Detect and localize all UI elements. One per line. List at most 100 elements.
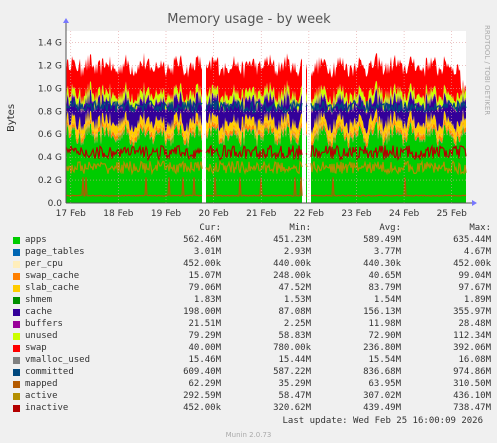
y-tick-label: 0.8 G [38, 107, 62, 117]
legend-swatch [13, 344, 20, 352]
legend-header-cur: Cur: [199, 223, 221, 233]
legend-max: 355.97M [453, 307, 491, 317]
legend-swatch [13, 272, 20, 280]
y-axis-label: Bytes [6, 104, 17, 132]
legend-row-slab-cache: slab_cache 79.06M 47.52M 83.79M 97.67M [13, 282, 491, 294]
legend-cur: 21.51M [188, 319, 221, 329]
legend-label: unused [25, 331, 58, 341]
munin-version: Munin 2.0.73 [225, 431, 272, 439]
legend-row-inactive: inactive 452.00k 320.62M 439.49M 738.47M [13, 402, 491, 414]
legend-cur: 1.83M [193, 295, 221, 305]
legend-header-max: Max: [469, 223, 491, 233]
legend-max: 392.06M [453, 343, 491, 353]
legend-cur: 15.07M [188, 271, 221, 281]
legend-avg: 440.30k [363, 259, 401, 269]
legend-row-committed: committed 609.40M 587.22M 836.68M 974.86M [13, 366, 491, 378]
legend-label: cache [25, 307, 53, 317]
x-tick-label: 21 Feb [246, 209, 277, 219]
y-tick-label: 0.2 G [38, 176, 62, 186]
legend-avg: 15.54M [368, 355, 401, 365]
legend: Cur: Min: Avg: Max: apps 562.46M 451.23M 58… [13, 222, 491, 414]
legend-swatch [13, 308, 20, 316]
legend-label: slab_cache [25, 283, 80, 293]
legend-row-unused: unused 79.29M 58.83M 72.90M 112.34M [13, 330, 491, 342]
area-slab-cache [66, 107, 466, 144]
legend-cur: 198.00M [183, 307, 221, 317]
legend-max: 635.44M [453, 235, 491, 245]
legend-max: 112.34M [453, 331, 491, 341]
legend-avg: 156.13M [363, 307, 401, 317]
line-committed [65, 98, 467, 115]
y-tick-label: 1.4 G [38, 38, 62, 48]
legend-avg: 83.79M [368, 283, 401, 293]
legend-avg: 439.49M [363, 403, 401, 413]
legend-cur: 62.29M [188, 379, 221, 389]
legend-swatch [13, 380, 20, 388]
y-tick-label: 0.6 G [38, 130, 62, 140]
legend-min: 248.00k [273, 271, 311, 281]
legend-label: mapped [25, 379, 58, 389]
legend-max: 28.48M [458, 319, 491, 329]
legend-cur: 3.01M [193, 247, 221, 257]
legend-max: 452.00k [453, 259, 491, 269]
x-tick-label: 24 Feb [389, 209, 420, 219]
legend-row-apps: apps 562.46M 451.23M 589.49M 635.44M [13, 234, 491, 246]
legend-cur: 40.00M [188, 343, 221, 353]
legend-min: 587.22M [273, 367, 311, 377]
legend-label: swap_cache [25, 271, 80, 281]
last-update: Last update: Wed Feb 25 16:00:09 2026 [282, 416, 483, 426]
legend-max: 1.89M [463, 295, 491, 305]
line-mapped [65, 177, 467, 198]
x-tick-label: 18 Feb [103, 209, 134, 219]
legend-cur: 452.00k [183, 403, 221, 413]
legend-min: 58.47M [278, 391, 311, 401]
area-swap [66, 52, 466, 106]
legend-avg: 40.65M [368, 271, 401, 281]
legend-swatch [13, 248, 20, 256]
legend-swatch [13, 260, 20, 268]
legend-swatch [13, 320, 20, 328]
legend-cur: 79.29M [188, 331, 221, 341]
legend-header-avg: Avg: [379, 223, 401, 233]
legend-row-page-tables: page_tables 3.01M 2.93M 3.77M 4.67M [13, 246, 491, 258]
y-tick-label: 1.0 G [38, 84, 62, 94]
legend-row-vmalloc-used: vmalloc_used 15.46M 15.44M 15.54M 16.08M [13, 354, 491, 366]
legend-label: per_cpu [25, 259, 63, 269]
legend-swatch [13, 392, 20, 400]
legend-header: Cur: Min: Avg: Max: [13, 222, 491, 234]
legend-min: 2.25M [283, 319, 311, 329]
y-axis-arrow [63, 18, 69, 23]
legend-cur: 452.00k [183, 259, 221, 269]
legend-max: 738.47M [453, 403, 491, 413]
legend-row-mapped: mapped 62.29M 35.29M 63.95M 310.50M [13, 378, 491, 390]
legend-min: 780.00k [273, 343, 311, 353]
legend-avg: 3.77M [373, 247, 401, 257]
legend-min: 1.53M [283, 295, 311, 305]
legend-label: vmalloc_used [25, 355, 91, 365]
y-tick-label: 1.2 G [38, 61, 62, 71]
legend-max: 436.10M [453, 391, 491, 401]
legend-avg: 11.98M [368, 319, 401, 329]
legend-max: 99.04M [458, 271, 491, 281]
legend-cur: 15.46M [188, 355, 221, 365]
legend-label: committed [25, 367, 74, 377]
legend-min: 35.29M [278, 379, 311, 389]
legend-label: shmem [25, 295, 53, 305]
area-swap-cache [66, 116, 466, 149]
x-axis-arrow [472, 200, 477, 206]
x-tick-label: 25 Feb [437, 209, 468, 219]
legend-label: buffers [25, 319, 63, 329]
legend-cur: 562.46M [183, 235, 221, 245]
legend-label: swap [25, 343, 47, 353]
legend-min: 47.52M [278, 283, 311, 293]
legend-header-min: Min: [289, 223, 311, 233]
legend-row-swap-cache: swap_cache 15.07M 248.00k 40.65M 99.04M [13, 270, 491, 282]
legend-cur: 292.59M [183, 391, 221, 401]
legend-row-buffers: buffers 21.51M 2.25M 11.98M 28.48M [13, 318, 491, 330]
legend-avg: 1.54M [373, 295, 401, 305]
legend-avg: 236.80M [363, 343, 401, 353]
x-tick-label: 22 Feb [294, 209, 325, 219]
x-tick-label: 23 Feb [341, 209, 372, 219]
legend-swatch [13, 296, 20, 304]
legend-cur: 609.40M [183, 367, 221, 377]
